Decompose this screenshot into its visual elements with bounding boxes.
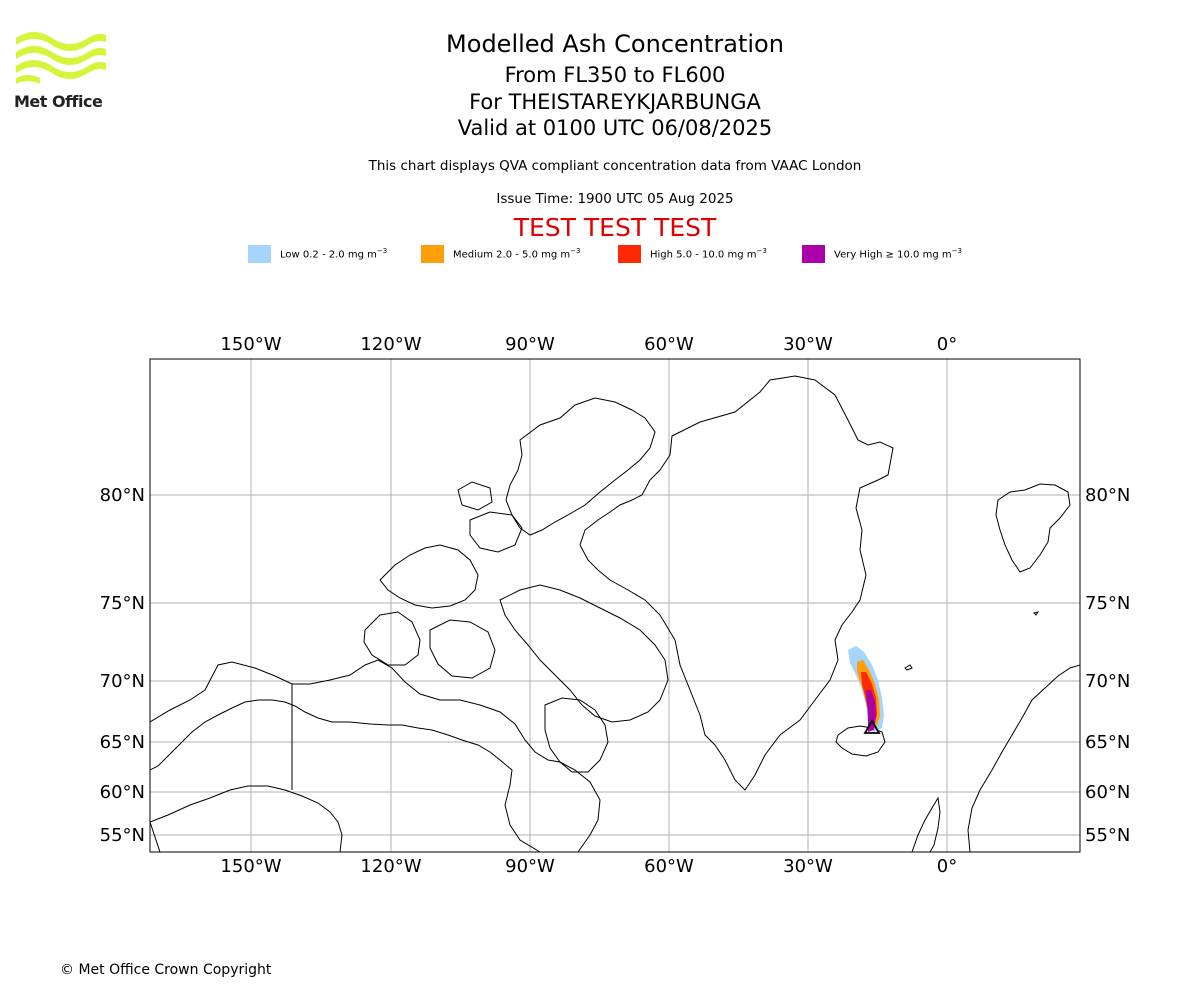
coastline-scandinavia	[967, 664, 1080, 852]
coastline-iceland	[835, 725, 886, 757]
lon-label-bottom: 90°W	[505, 856, 555, 877]
test-banner: TEST TEST TEST	[513, 213, 717, 242]
volcano-name: For THEISTAREYKJARBUNGA	[469, 90, 761, 114]
lon-label-top: 150°W	[220, 334, 281, 355]
chart-title: Modelled Ash Concentration	[446, 30, 784, 58]
coastline-greenland	[579, 375, 894, 791]
legend-item-medium: Medium 2.0 - 5.0 mg m−3	[421, 244, 580, 264]
valid-time: Valid at 0100 UTC 06/08/2025	[457, 116, 773, 140]
ash-plume	[848, 646, 884, 734]
legend-swatch-low	[248, 245, 271, 263]
lon-label-top: 60°W	[644, 334, 694, 355]
lon-label-top: 30°W	[783, 334, 833, 355]
volcano-marker-icon	[863, 719, 881, 734]
coastline-banks	[429, 619, 496, 679]
ash-very-high	[866, 690, 876, 732]
coastline-baffin	[499, 584, 669, 723]
coastlines	[150, 375, 1080, 852]
legend-swatch-medium	[421, 245, 444, 263]
lon-label-bottom: 0°	[937, 856, 957, 877]
lat-label-right: 60°N	[1085, 782, 1130, 803]
coastline-north-america	[150, 659, 601, 852]
lat-label-left: 70°N	[100, 671, 145, 692]
lon-label-top: 90°W	[505, 334, 555, 355]
lat-label-left: 75°N	[100, 593, 145, 614]
legend-label-medium: Medium 2.0 - 5.0 mg m−3	[453, 247, 581, 261]
flight-level-range: From FL350 to FL600	[504, 63, 726, 87]
coastline-bear-island	[1033, 611, 1040, 616]
coastline-islands-west	[379, 544, 479, 609]
lat-label-left: 80°N	[100, 485, 145, 506]
lon-label-top: 120°W	[360, 334, 421, 355]
logo-text: Met Office	[14, 92, 103, 111]
map-frame	[149, 358, 1081, 853]
lat-label-left: 65°N	[100, 732, 145, 753]
lon-label-bottom: 120°W	[360, 856, 421, 877]
coastline-jan-mayen	[904, 664, 913, 671]
coastline-devon	[469, 511, 523, 553]
met-office-logo: Met Office	[14, 30, 108, 112]
lat-label-right: 65°N	[1085, 732, 1130, 753]
legend-swatch-very-high	[802, 245, 825, 263]
lat-label-right: 80°N	[1085, 485, 1130, 506]
coastline-victoria	[363, 611, 421, 666]
legend-label-low: Low 0.2 - 2.0 mg m−3	[280, 247, 388, 261]
coastline-axel	[457, 481, 493, 511]
lat-label-right: 75°N	[1085, 593, 1130, 614]
legend-item-high: High 5.0 - 10.0 mg m−3	[618, 244, 767, 264]
coastline-ellesmere	[505, 397, 656, 536]
lon-label-top: 0°	[937, 334, 957, 355]
coastline-alaska-south	[150, 785, 343, 852]
coastline-hudson	[544, 697, 609, 773]
legend-item-low: Low 0.2 - 2.0 mg m−3	[248, 244, 387, 264]
qva-subtitle: This chart displays QVA compliant concen…	[368, 158, 862, 174]
map-gridlines	[150, 359, 1080, 852]
coastline-british-isles	[911, 796, 941, 852]
lat-label-left: 60°N	[100, 782, 145, 803]
legend-item-very-high: Very High ≥ 10.0 mg m−3	[802, 244, 962, 264]
lat-label-right: 55°N	[1085, 825, 1130, 846]
legend-label-high: High 5.0 - 10.0 mg m−3	[650, 247, 767, 261]
issue-time: Issue Time: 1900 UTC 05 Aug 2025	[496, 191, 734, 207]
copyright-notice: © Met Office Crown Copyright	[60, 962, 272, 978]
lat-label-right: 70°N	[1085, 671, 1130, 692]
coastline-svalbard	[995, 483, 1071, 573]
lat-label-left: 55°N	[100, 825, 145, 846]
legend-label-very-high: Very High ≥ 10.0 mg m−3	[834, 247, 962, 261]
legend-swatch-high	[618, 245, 641, 263]
lon-label-bottom: 150°W	[220, 856, 281, 877]
lon-label-bottom: 30°W	[783, 856, 833, 877]
lon-label-bottom: 60°W	[644, 856, 694, 877]
logo-waves-icon	[16, 32, 106, 84]
